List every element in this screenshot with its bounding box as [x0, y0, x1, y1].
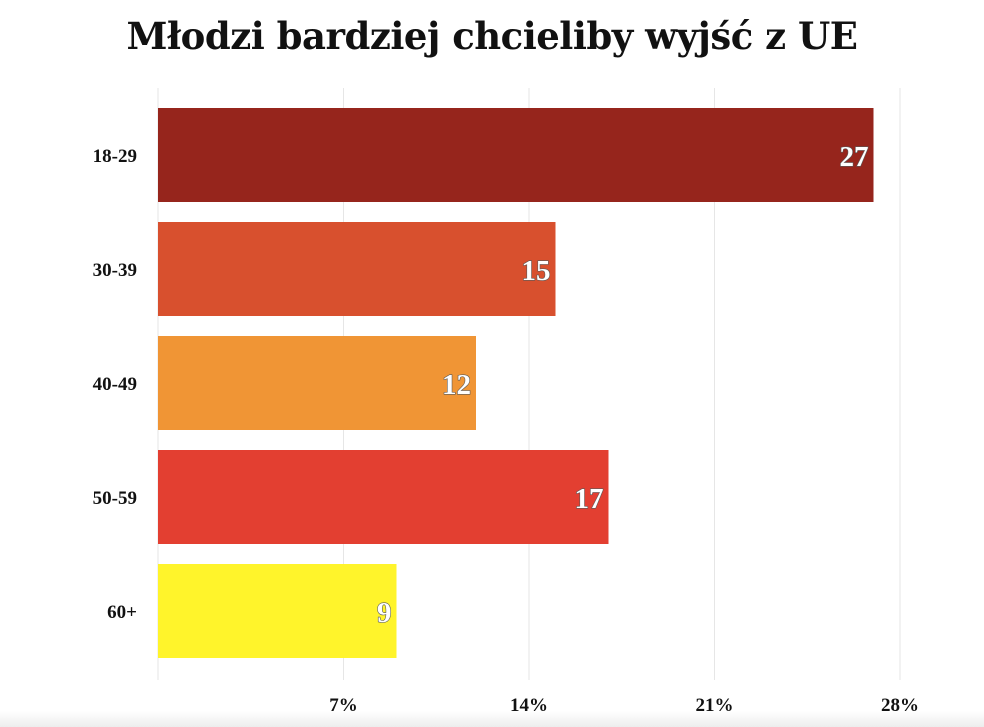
x-tick-label: 14% [510, 695, 548, 716]
x-tick-label: 28% [881, 695, 919, 716]
data-label: 27 [840, 141, 869, 173]
bar [158, 108, 874, 202]
x-tick-label: 21% [696, 695, 734, 716]
x-tick-label: 7% [329, 695, 358, 716]
data-label: 17 [575, 483, 604, 515]
category-label: 50-59 [93, 488, 137, 509]
bottom-shadow [0, 711, 984, 727]
bar [158, 336, 476, 430]
data-label: 9 [377, 597, 392, 629]
category-label: 30-39 [93, 260, 137, 281]
category-label: 60+ [107, 602, 137, 623]
bar [158, 564, 397, 658]
category-label: 40-49 [93, 374, 137, 395]
chart-title: Młodzi bardziej chcieliby wyjść z UE [126, 14, 858, 58]
data-label: 15 [522, 255, 551, 287]
category-label: 18-29 [93, 146, 137, 167]
data-label: 12 [442, 369, 471, 401]
bar [158, 222, 556, 316]
bar [158, 450, 609, 544]
